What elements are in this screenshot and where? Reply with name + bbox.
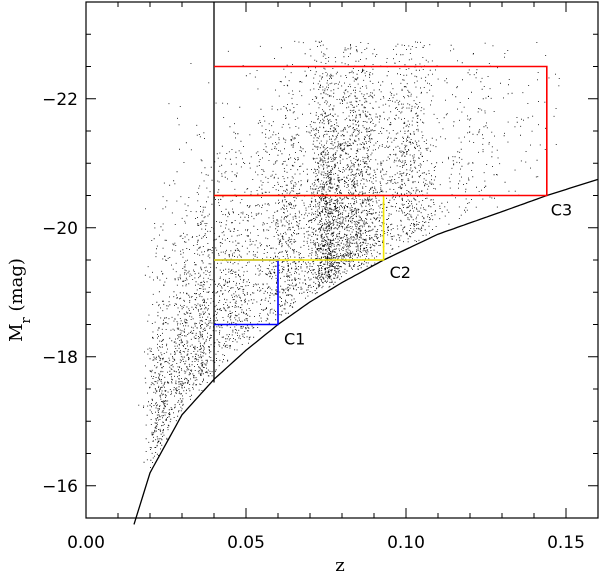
box-label-c2: C2 bbox=[390, 263, 411, 282]
box-label-c1: C1 bbox=[284, 330, 305, 349]
y-tick-label: −18 bbox=[42, 348, 78, 368]
y-tick-label: −20 bbox=[42, 219, 78, 239]
x-tick-label: 0.15 bbox=[547, 533, 585, 553]
y-tick-label: −16 bbox=[42, 477, 78, 497]
box-c3 bbox=[214, 65, 548, 197]
data-points bbox=[138, 40, 560, 468]
y-tick-label: −22 bbox=[42, 90, 78, 110]
limit-curve bbox=[133, 178, 599, 525]
chart-lines bbox=[133, 2, 599, 525]
y-axis-title: Mr (mag) bbox=[6, 258, 34, 342]
box-label-c3: C3 bbox=[551, 201, 572, 220]
x-axis-title: z bbox=[335, 555, 344, 575]
x-tick-label: 0.10 bbox=[387, 533, 425, 553]
chart-labels: C1 C2 C3 bbox=[284, 201, 572, 349]
x-tick-label: 0.00 bbox=[67, 533, 105, 553]
scatter-points bbox=[138, 40, 560, 468]
axes: 0.00 0.05 0.10 0.15 −16 −18 −20 −22 z Mr (mag) bbox=[6, 1, 599, 575]
x-tick-label: 0.05 bbox=[227, 533, 265, 553]
